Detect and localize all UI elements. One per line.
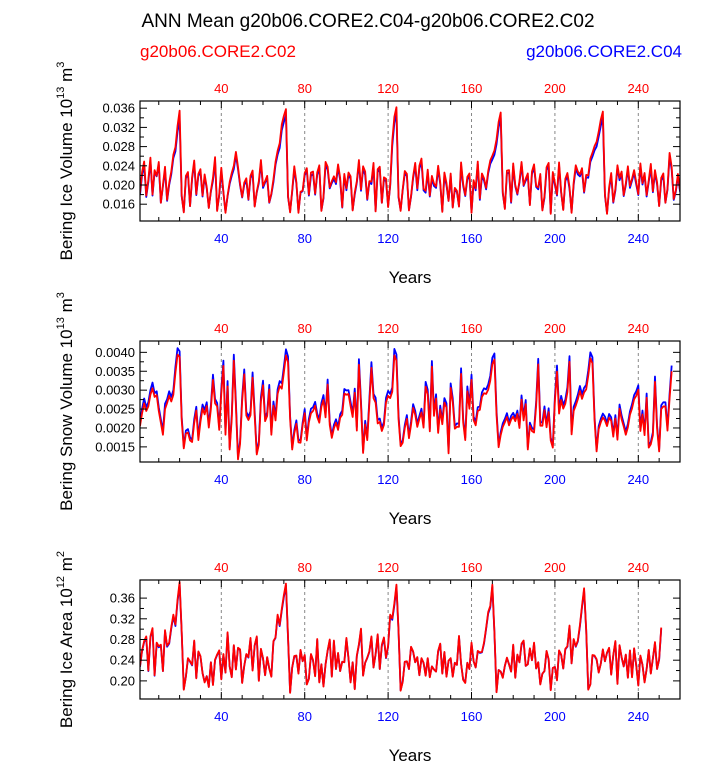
xtick-label-top: 200 [544,321,566,336]
ytick-label: 0.0015 [95,439,135,454]
y-axis-label-exponent: 13 [55,87,67,99]
y-axis-label-unit: m [57,557,76,576]
ytick-label: 0.016 [102,197,135,212]
xtick-label-top: 240 [627,560,649,575]
ytick-label: 0.024 [102,158,135,173]
ytick-label: 0.0025 [95,402,135,417]
series-line-c02 [140,353,673,461]
y-axis-label-exponent: 13 [55,317,67,329]
xtick-label-bottom: 160 [461,709,483,724]
x-axis-label: Years [389,509,432,528]
x-axis-label: Years [389,268,432,287]
y-axis-label: Bering Ice Area 1012 m2 [55,551,76,728]
y-axis-label: Bering Snow Volume 1013 m3 [55,292,76,511]
ytick-label: 0.032 [102,120,135,135]
ytick-label: 0.0020 [95,420,135,435]
figure-title: ANN Mean g20b06.CORE2.C04-g20b06.CORE2.C… [141,11,594,32]
xtick-label-bottom: 80 [297,472,311,487]
xtick-label-top: 240 [627,321,649,336]
xtick-label-bottom: 40 [214,231,228,246]
ytick-label: 0.028 [102,139,135,154]
xtick-label-top: 160 [461,560,483,575]
xtick-label-bottom: 240 [627,231,649,246]
y-axis-label-unit-exponent: 3 [55,62,67,68]
xtick-label-top: 240 [627,81,649,96]
plot-frame [139,340,681,463]
y-axis-label-unit: m [57,68,76,87]
y-axis-label-unit-exponent: 3 [55,292,67,298]
xtick-label-bottom: 240 [627,709,649,724]
chart-panel-3: 40 80 120 160 200 240 40 80 120 160 200 240 0.20 0.24… [55,551,681,762]
y-axis-label-exponent: 12 [55,576,67,588]
xtick-label-bottom: 120 [377,231,399,246]
plot-frame [139,100,681,222]
y-axis-label-text: Bering Snow Volume 10 [57,329,76,510]
ytick-label: 0.28 [110,632,135,647]
xtick-label-top: 120 [377,560,399,575]
ytick-label: 0.036 [102,101,135,116]
xtick-label-top: 40 [214,321,228,336]
xtick-label-bottom: 80 [297,231,311,246]
ytick-label: 0.24 [110,653,135,668]
xtick-label-bottom: 120 [377,709,399,724]
y-axis-label-unit: m [57,298,76,317]
ytick-label: 0.20 [110,673,135,688]
xtick-label-top: 40 [214,560,228,575]
xtick-label-top: 80 [297,321,311,336]
xtick-label-bottom: 120 [377,472,399,487]
xtick-label-top: 120 [377,81,399,96]
xtick-label-bottom: 80 [297,709,311,724]
y-axis-label: Bering Ice Volume 1013 m3 [55,62,76,261]
case-label-c04: g20b06.CORE2.C04 [526,42,682,61]
xtick-label-bottom: 200 [544,472,566,487]
ytick-label: 0.0030 [95,383,135,398]
xtick-label-top: 160 [461,321,483,336]
ytick-label: 0.32 [110,611,135,626]
xtick-label-bottom: 40 [214,709,228,724]
y-axis-label-text: Bering Ice Area 10 [57,588,76,728]
xtick-label-top: 200 [544,560,566,575]
xtick-label-top: 120 [377,321,399,336]
xtick-label-top: 80 [297,81,311,96]
x-axis-label: Years [389,746,432,762]
xtick-label-bottom: 40 [214,472,228,487]
xtick-label-bottom: 200 [544,709,566,724]
xtick-label-bottom: 240 [627,472,649,487]
ytick-label: 0.020 [102,178,135,193]
chart-panel-1: 40 80 120 160 200 240 40 80 120 160 200 240 0.016 0.0… [55,62,681,287]
case-label-c02: g20b06.CORE2.C02 [140,42,296,61]
xtick-label-bottom: 160 [461,472,483,487]
chart-panel-2: 40 80 120 160 200 240 40 80 120 160 200 240 0.0015 0.… [55,292,681,528]
ytick-label: 0.0035 [95,364,135,379]
xtick-label-top: 40 [214,81,228,96]
y-axis-label-unit-exponent: 2 [55,551,67,557]
series-line-c02 [140,581,663,694]
xtick-label-top: 80 [297,560,311,575]
plot-frame [139,579,681,700]
xtick-label-bottom: 200 [544,231,566,246]
ytick-label: 0.36 [110,591,135,606]
xtick-label-top: 160 [461,81,483,96]
ytick-label: 0.0040 [95,345,135,360]
y-axis-label-text: Bering Ice Volume 10 [57,99,76,261]
xtick-label-bottom: 160 [461,231,483,246]
xtick-label-top: 200 [544,81,566,96]
series-line-c02 [140,106,680,215]
